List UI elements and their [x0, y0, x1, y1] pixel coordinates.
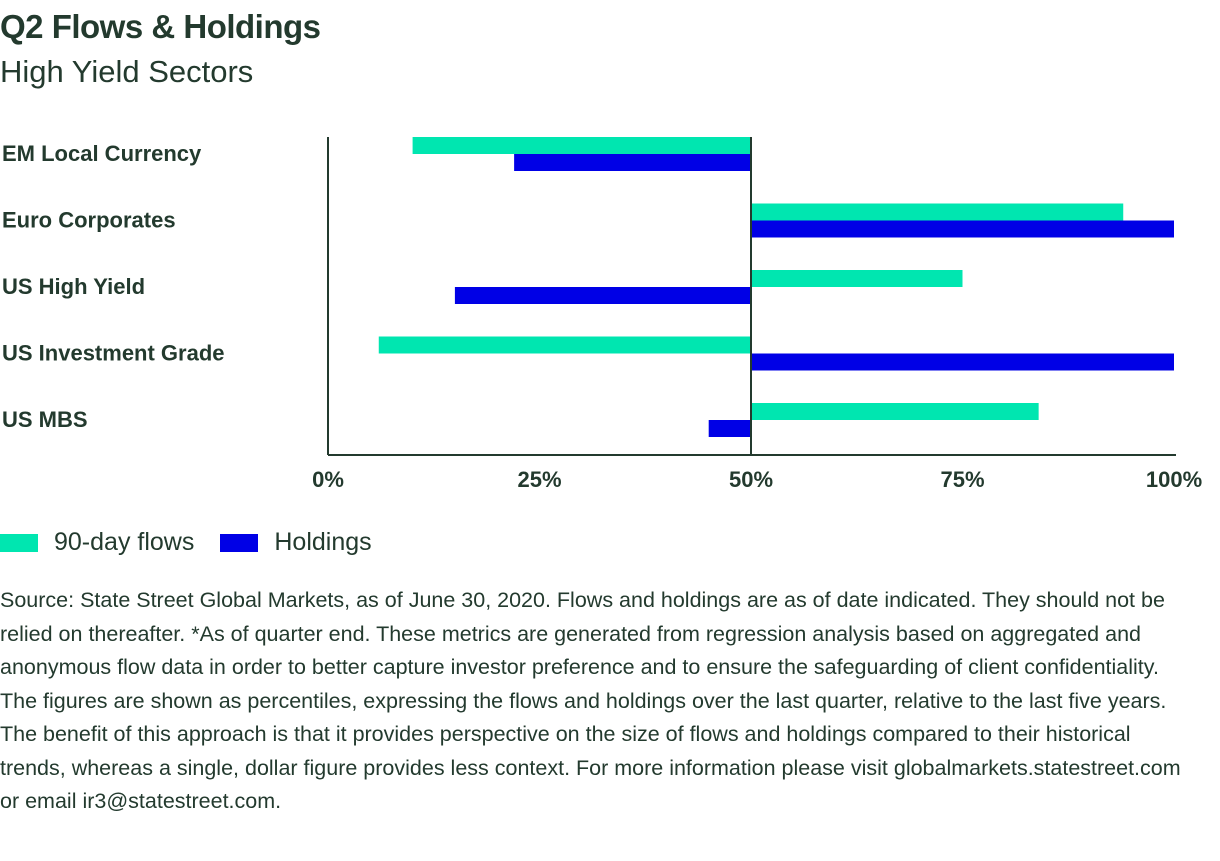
bar-flows	[751, 270, 963, 287]
legend-item-holdings: Holdings	[220, 528, 372, 557]
source-note: Source: State Street Global Markets, as …	[0, 588, 1181, 813]
bar-holdings	[751, 353, 1174, 371]
category-label: Euro Corporates	[2, 208, 176, 233]
category-label: EM Local Currency	[2, 141, 202, 166]
category-label: US MBS	[2, 407, 88, 432]
bar-flows	[412, 137, 751, 154]
legend-swatch-flows	[0, 533, 38, 552]
bar-flows	[751, 403, 1039, 420]
x-tick-label: 100%	[1146, 467, 1202, 492]
bar-holdings	[514, 154, 751, 171]
legend-label-flows: 90-day flows	[54, 528, 195, 556]
bar-holdings	[708, 420, 751, 437]
x-tick-label: 75%	[940, 467, 984, 492]
legend-item-flows: 90-day flows	[0, 528, 194, 557]
x-tick-label: 25%	[517, 467, 561, 492]
legend: 90-day flows Holdings	[0, 528, 398, 557]
bar-holdings	[751, 220, 1174, 238]
legend-label-holdings: Holdings	[274, 528, 372, 556]
category-label: US High Yield	[2, 274, 145, 299]
bar-flows	[378, 336, 751, 354]
legend-swatch-holdings	[220, 533, 259, 552]
bar-chart: EM Local Currency Euro Corporates US High …	[2, 137, 1202, 492]
category-label: US Investment Grade	[2, 341, 225, 366]
bar-holdings	[454, 287, 751, 304]
bar-flows	[751, 203, 1124, 221]
x-tick-label: 50%	[729, 467, 773, 492]
x-tick-label: 0%	[312, 467, 344, 492]
chart-subtitle: High Yield Sectors	[0, 54, 254, 89]
chart-title: Q2 Flows & Holdings	[0, 8, 321, 45]
